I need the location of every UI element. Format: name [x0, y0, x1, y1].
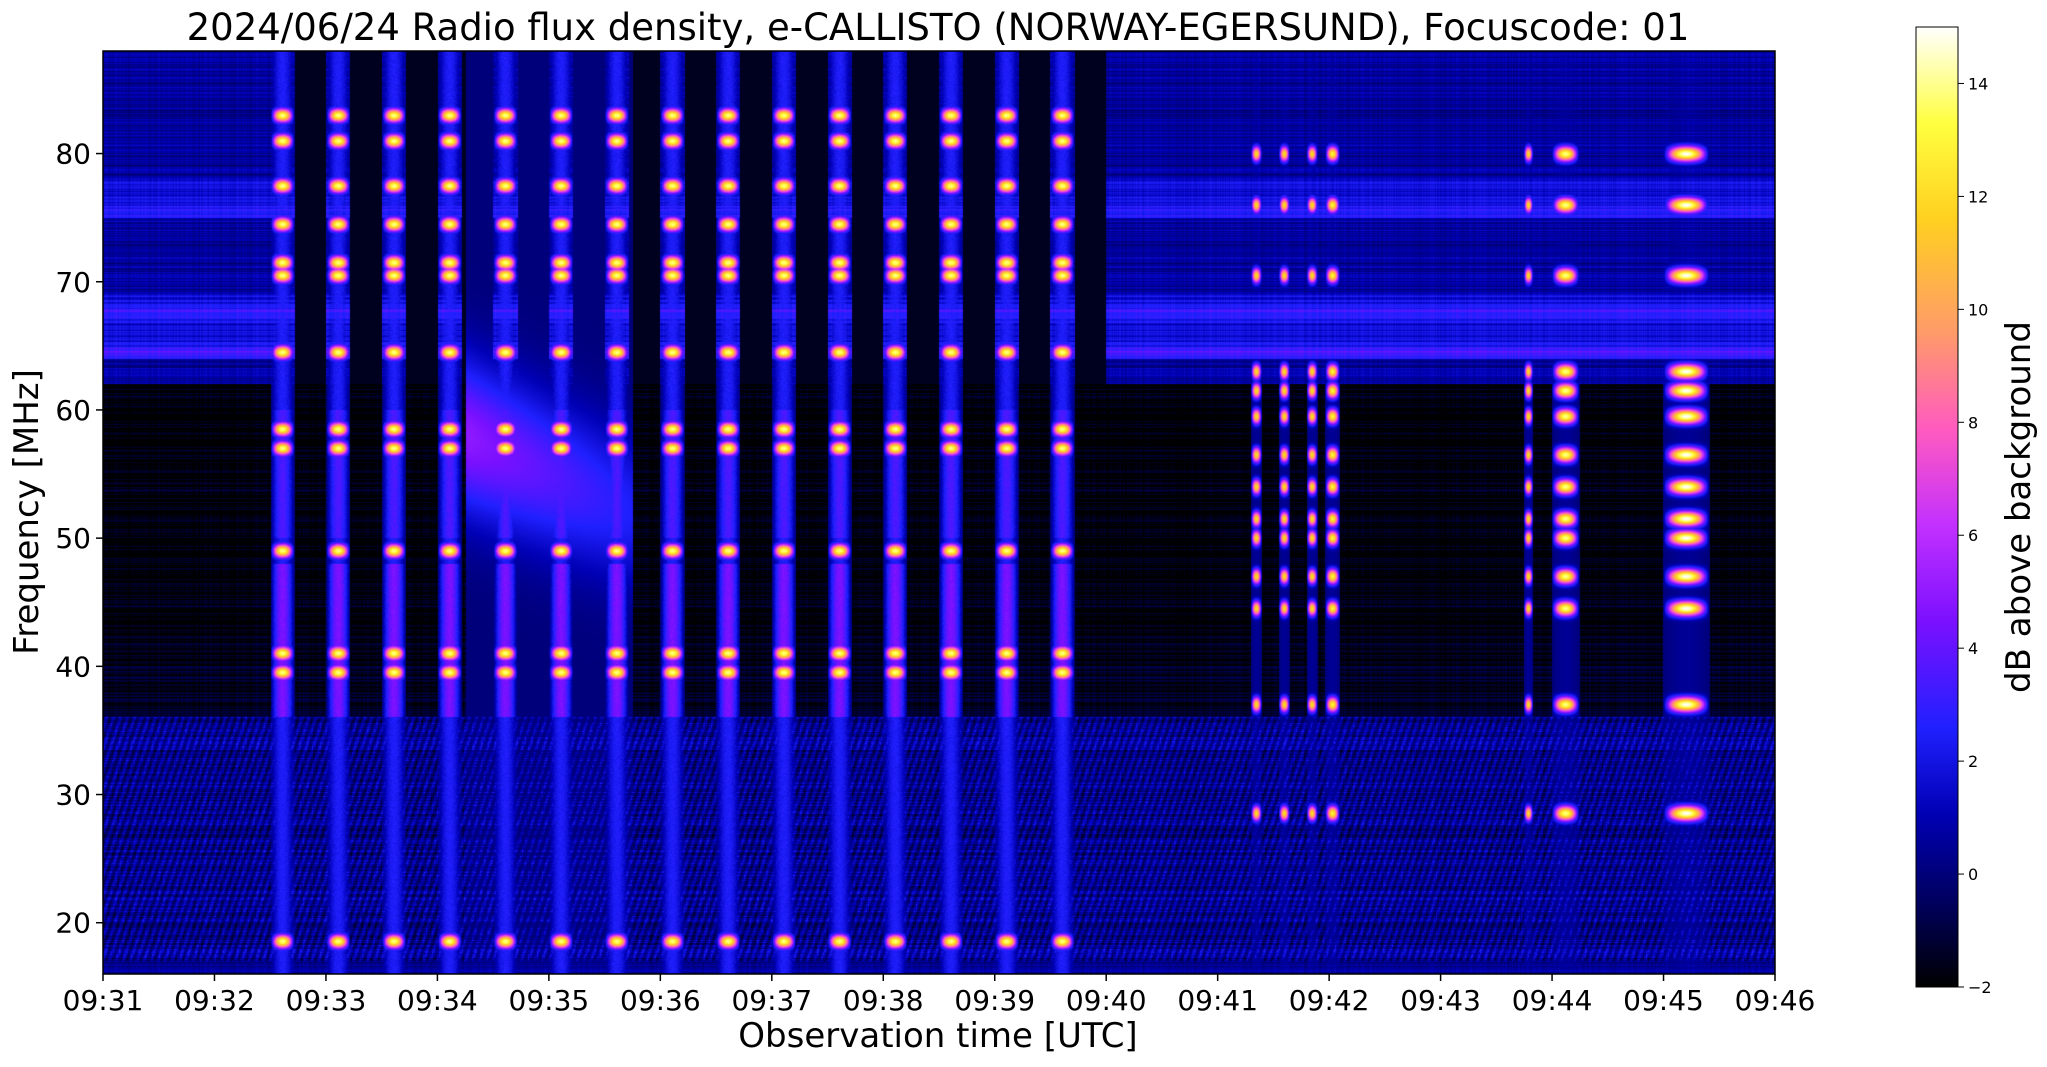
x-axis-ticks: 09:31 09:32 09:33 09:34 09:35 09:36 09:37 09:38… — [63, 974, 1816, 1017]
x-tick-label: 09:36 — [620, 984, 701, 1017]
chart-title: 2024/06/24 Radio flux density, e-CALLIST… — [187, 6, 1690, 49]
x-tick-label: 09:37 — [731, 984, 812, 1017]
x-tick-label: 09:39 — [954, 984, 1035, 1017]
y-axis-label: Frequency [MHz] — [7, 369, 47, 655]
y-tick-label: 70 — [55, 266, 91, 299]
x-tick-label: 09:34 — [397, 984, 478, 1017]
x-tick-label: 09:45 — [1623, 984, 1704, 1017]
y-tick-label: 80 — [55, 138, 91, 171]
x-tick-label: 09:43 — [1400, 984, 1481, 1017]
colorbar-tick-label: 14 — [1968, 74, 1988, 93]
x-tick-label: 09:33 — [286, 984, 367, 1017]
y-tick-label: 20 — [55, 907, 91, 940]
colorbar-tick-label: 0 — [1968, 865, 1978, 884]
x-tick-label: 09:44 — [1512, 984, 1593, 1017]
heatmap-image-wrapper — [103, 51, 1775, 974]
plot-area — [102, 50, 1776, 975]
colorbar-tick-label: 4 — [1968, 639, 1978, 658]
x-tick-label: 09:31 — [63, 984, 144, 1017]
y-axis-ticks: 20 30 40 50 60 70 80 — [55, 138, 103, 940]
y-tick-label: 40 — [55, 650, 91, 683]
y-tick-label: 30 — [55, 779, 91, 812]
plot-frame — [102, 50, 1776, 975]
x-tick-label: 09:46 — [1735, 984, 1816, 1017]
x-tick-label: 09:42 — [1289, 984, 1370, 1017]
colorbar-tick-label: −2 — [1968, 978, 1992, 997]
colorbar-tick-label: 2 — [1968, 752, 1978, 771]
colorbar-label: dB above background — [1999, 321, 2039, 693]
colorbar-ticks: −2 0 2 4 6 8 10 12 14 — [1958, 74, 1992, 997]
colorbar-tick-label: 8 — [1968, 413, 1978, 432]
x-tick-label: 09:41 — [1177, 984, 1258, 1017]
colorbar-gradient — [1915, 26, 1959, 988]
heatmap-canvas — [103, 51, 1775, 974]
x-tick-label: 09:32 — [174, 984, 255, 1017]
colorbar-tick-label: 12 — [1968, 187, 1988, 206]
colorbar-tick-label: 10 — [1968, 300, 1988, 319]
colorbar: −2 0 2 4 6 8 10 12 14 dB above background — [1915, 26, 2039, 997]
x-axis-label: Observation time [UTC] — [738, 1016, 1137, 1056]
y-tick-label: 50 — [55, 522, 91, 555]
y-tick-label: 60 — [55, 394, 91, 427]
x-tick-label: 09:40 — [1066, 984, 1147, 1017]
colorbar-tick-label: 6 — [1968, 526, 1978, 545]
x-tick-label: 09:38 — [843, 984, 924, 1017]
x-tick-label: 09:35 — [509, 984, 590, 1017]
